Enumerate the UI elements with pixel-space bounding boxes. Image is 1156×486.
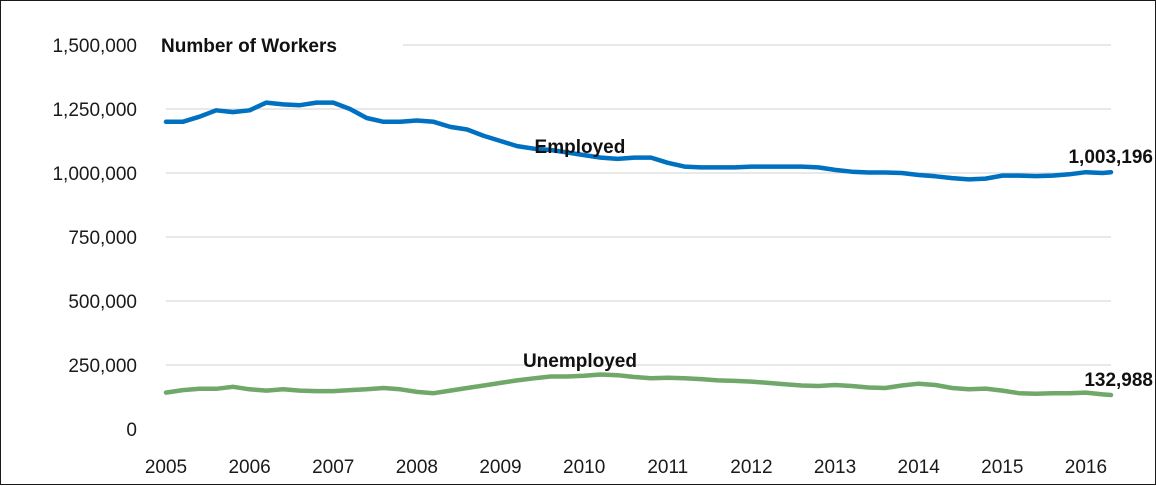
series-annotation: Unemployed bbox=[523, 351, 637, 372]
end-value-label: 132,988 bbox=[1084, 370, 1153, 391]
x-tick-label: 2015 bbox=[981, 457, 1023, 478]
x-tick-label: 2007 bbox=[312, 457, 354, 478]
series-annotation: Employed bbox=[535, 137, 626, 158]
y-tick-label: 250,000 bbox=[68, 356, 137, 377]
series-line-unemployed bbox=[163, 372, 1114, 398]
x-tick-label: 2008 bbox=[396, 457, 438, 478]
y-tick-label: 500,000 bbox=[68, 292, 137, 313]
x-tick-label: 2005 bbox=[145, 457, 187, 478]
x-tick-label: 2010 bbox=[563, 457, 605, 478]
x-tick-label: 2014 bbox=[898, 457, 941, 478]
series-line-employed bbox=[163, 100, 1114, 182]
x-tick-label: 2006 bbox=[228, 457, 270, 478]
x-tick-label: 2011 bbox=[647, 457, 688, 478]
x-tick-label: 2012 bbox=[730, 457, 772, 478]
y-tick-label: 0 bbox=[126, 420, 137, 441]
x-tick-label: 2013 bbox=[814, 457, 856, 478]
x-tick-label: 2009 bbox=[479, 457, 521, 478]
x-tick-label: 2016 bbox=[1065, 457, 1107, 478]
y-tick-label: 1,250,000 bbox=[52, 100, 137, 121]
y-tick-label: 750,000 bbox=[68, 228, 137, 249]
end-value-label: 1,003,196 bbox=[1068, 147, 1153, 168]
chart-title: Number of Workers bbox=[161, 36, 337, 57]
y-tick-label: 1,500,000 bbox=[52, 36, 137, 57]
y-tick-label: 1,000,000 bbox=[52, 164, 137, 185]
